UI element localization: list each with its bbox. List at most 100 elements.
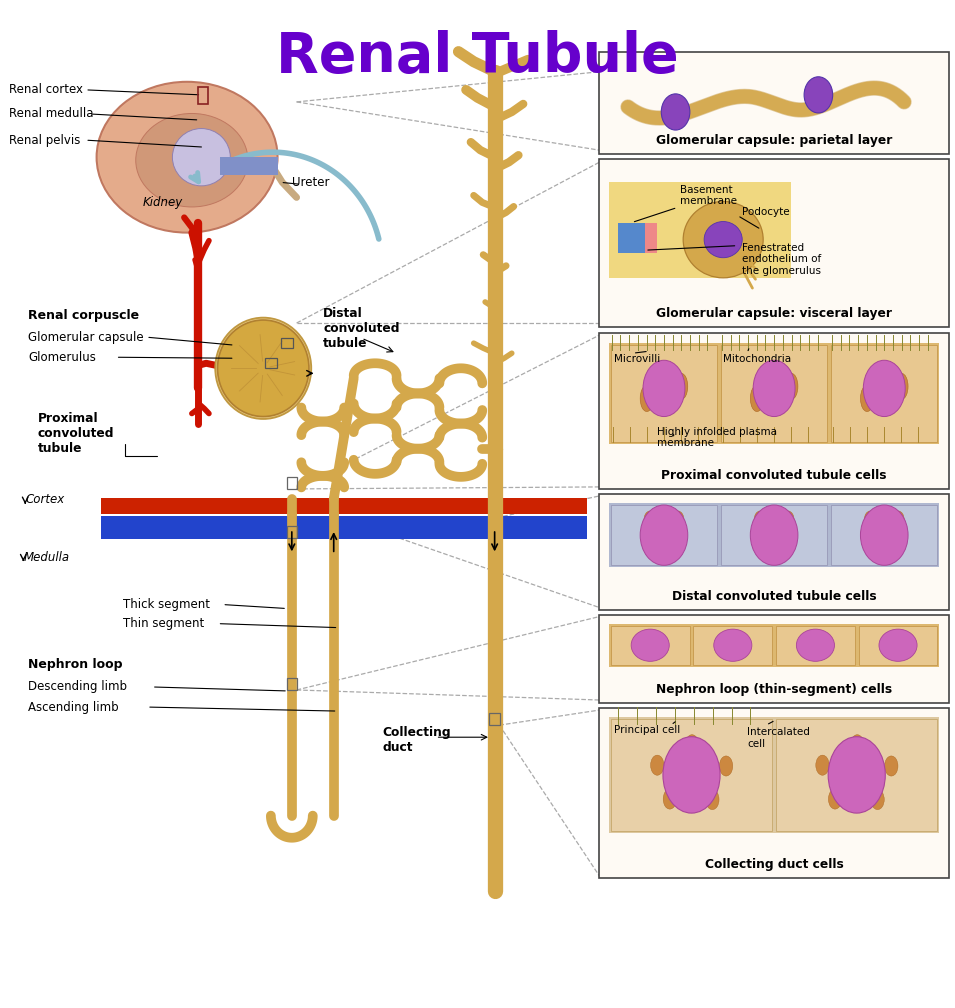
Text: Distal
convoluted
tubule: Distal convoluted tubule (323, 306, 400, 350)
Bar (693, 626, 773, 665)
Text: Proximal
convoluted
tubule: Proximal convoluted tubule (37, 412, 114, 456)
Ellipse shape (96, 82, 278, 233)
Text: Podocyte: Podocyte (742, 208, 790, 218)
Bar (282, 338, 293, 348)
Bar (609, 624, 940, 667)
Text: Cortex: Cortex (25, 494, 64, 506)
Text: Basement
membrane: Basement membrane (680, 184, 737, 207)
Bar (831, 345, 938, 442)
Text: Collecting duct cells: Collecting duct cells (705, 858, 843, 871)
Bar (101, 498, 587, 514)
Ellipse shape (719, 756, 732, 776)
Bar (611, 505, 717, 565)
Text: Ureter: Ureter (292, 175, 329, 188)
Ellipse shape (663, 737, 720, 813)
Text: Renal corpuscle: Renal corpuscle (28, 308, 139, 322)
Ellipse shape (218, 321, 309, 416)
Bar (600, 333, 949, 489)
Ellipse shape (785, 373, 798, 399)
Ellipse shape (783, 511, 795, 529)
Ellipse shape (884, 756, 898, 776)
Text: Glomerulus: Glomerulus (28, 351, 96, 364)
Ellipse shape (713, 629, 752, 661)
Ellipse shape (643, 360, 685, 416)
Ellipse shape (893, 511, 904, 529)
Text: Nephron loop (thin-segment) cells: Nephron loop (thin-segment) cells (656, 683, 892, 696)
Ellipse shape (754, 511, 766, 529)
Ellipse shape (663, 789, 676, 809)
Bar (221, 157, 278, 175)
Ellipse shape (769, 511, 780, 529)
Bar (609, 182, 791, 278)
Ellipse shape (173, 129, 230, 185)
Bar (286, 677, 297, 689)
Text: Nephron loop: Nephron loop (28, 658, 122, 671)
Bar (199, 87, 208, 104)
Ellipse shape (663, 385, 676, 411)
Ellipse shape (816, 755, 829, 775)
Ellipse shape (828, 737, 885, 813)
Text: Collecting
duct: Collecting duct (382, 726, 451, 754)
Ellipse shape (658, 511, 669, 529)
Ellipse shape (674, 373, 688, 399)
Bar (600, 159, 949, 327)
Text: Descending limb: Descending limb (28, 680, 127, 694)
Ellipse shape (136, 114, 248, 207)
Bar (645, 223, 656, 253)
Bar (721, 345, 827, 442)
Ellipse shape (686, 735, 699, 755)
Ellipse shape (879, 511, 890, 529)
Bar (286, 526, 297, 538)
Text: Fenestrated
endothelium of
the glomerulus: Fenestrated endothelium of the glomerulu… (742, 243, 821, 276)
Ellipse shape (871, 789, 884, 809)
Ellipse shape (804, 77, 833, 113)
Ellipse shape (860, 385, 874, 411)
Bar (611, 626, 690, 665)
Text: Proximal convoluted tubule cells: Proximal convoluted tubule cells (662, 469, 887, 482)
Ellipse shape (864, 511, 876, 529)
Ellipse shape (631, 629, 669, 661)
Ellipse shape (640, 385, 653, 411)
Ellipse shape (672, 511, 684, 529)
Ellipse shape (644, 511, 655, 529)
Text: Renal medulla: Renal medulla (9, 108, 94, 121)
Bar (600, 51, 949, 154)
Bar (609, 343, 940, 444)
Bar (609, 717, 940, 833)
Ellipse shape (751, 505, 798, 565)
Ellipse shape (704, 222, 742, 258)
Bar (776, 719, 938, 831)
Text: Thick segment: Thick segment (123, 598, 210, 611)
Ellipse shape (651, 373, 665, 399)
Ellipse shape (872, 373, 885, 399)
Bar (721, 505, 827, 565)
Text: Thin segment: Thin segment (123, 617, 204, 630)
Bar (600, 708, 949, 878)
Text: Intercalated
cell: Intercalated cell (747, 727, 810, 749)
Ellipse shape (774, 385, 787, 411)
Bar (831, 505, 938, 565)
Ellipse shape (753, 360, 796, 416)
Ellipse shape (751, 385, 764, 411)
Ellipse shape (215, 318, 311, 419)
Text: Renal cortex: Renal cortex (9, 84, 83, 97)
Bar (611, 345, 717, 442)
Text: Microvilli: Microvilli (614, 354, 660, 364)
Ellipse shape (863, 360, 905, 416)
Bar (859, 626, 938, 665)
Text: Renal Tubule: Renal Tubule (276, 29, 679, 84)
Text: Kidney: Kidney (142, 196, 182, 209)
Text: Medulla: Medulla (23, 550, 70, 563)
Ellipse shape (828, 789, 841, 809)
Text: Renal pelvis: Renal pelvis (9, 134, 80, 146)
Ellipse shape (883, 385, 897, 411)
Text: Distal convoluted tubule cells: Distal convoluted tubule cells (671, 590, 877, 603)
Text: Ascending limb: Ascending limb (28, 701, 118, 714)
Text: Glomerular capsule: parietal layer: Glomerular capsule: parietal layer (656, 134, 892, 147)
Ellipse shape (895, 373, 908, 399)
Bar (609, 503, 940, 568)
Ellipse shape (762, 373, 775, 399)
Ellipse shape (640, 505, 688, 565)
Text: Glomerular capsule: Glomerular capsule (28, 331, 143, 344)
Text: Principal cell: Principal cell (614, 725, 680, 735)
